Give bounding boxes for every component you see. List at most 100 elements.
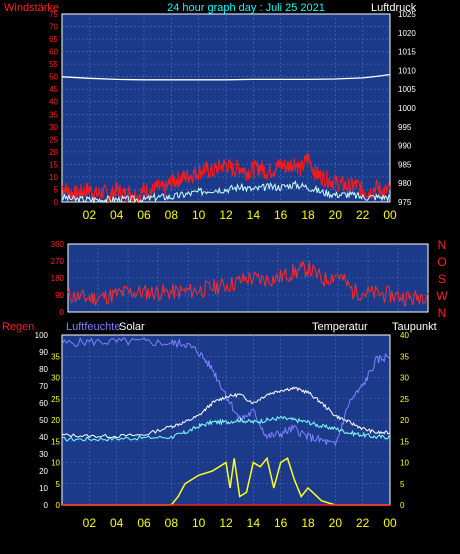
temp-y-tick-label: 20 <box>400 416 409 425</box>
pressure-y-tick-label: 1010 <box>398 66 416 75</box>
panel1-x-tick-label: 14 <box>247 208 261 222</box>
wind-y-tick-label: 0 <box>54 198 59 207</box>
direction-compass-label: N <box>438 238 447 252</box>
direction-compass-label: W <box>436 289 448 303</box>
luftfeuchte-label: Luftfeuchte <box>66 321 120 333</box>
panel1-x-tick-label: 08 <box>165 208 179 222</box>
panel1-x-tick-label: 10 <box>192 208 206 222</box>
regen-label: Regen <box>2 321 34 333</box>
regen-y-tick-label: 10 <box>39 484 48 493</box>
regen-y-tick-label: 80 <box>39 365 48 374</box>
pressure-y-tick-label: 1005 <box>398 85 416 94</box>
pressure-y-tick-label: 1025 <box>398 10 416 19</box>
temp-y-tick-label: 40 <box>400 331 409 340</box>
feuchte-y-tick-label: 30 <box>51 374 60 383</box>
luftdruck-label: Luftdruck <box>371 2 417 14</box>
temp-y-tick-label: 35 <box>400 352 409 361</box>
temp-y-tick-label: 5 <box>400 480 405 489</box>
pressure-y-tick-label: 975 <box>398 198 412 207</box>
wind-y-tick-label: 15 <box>49 160 58 169</box>
panel1-x-tick-label: 20 <box>329 208 343 222</box>
regen-y-tick-label: 50 <box>39 416 48 425</box>
wind-pressure-panel: 0510152025303540455055606570759759809859… <box>49 10 416 222</box>
pressure-y-tick-label: 980 <box>398 179 412 188</box>
panel1-x-tick-label: 16 <box>274 208 288 222</box>
feuchte-y-tick-label: 15 <box>51 437 60 446</box>
panel3-x-tick-label: 14 <box>247 516 261 530</box>
panel3-x-tick-label: 12 <box>219 516 233 530</box>
wind-y-tick-label: 60 <box>49 48 58 57</box>
panel3-x-tick-label: 04 <box>110 516 124 530</box>
direction-y-tick-label: 180 <box>51 274 65 283</box>
wind-y-tick-label: 30 <box>49 123 58 132</box>
pressure-y-tick-label: 1000 <box>398 104 416 113</box>
feuchte-y-tick-label: 35 <box>51 352 60 361</box>
regen-y-tick-label: 90 <box>39 348 48 357</box>
regen-y-tick-label: 30 <box>39 450 48 459</box>
pressure-line <box>61 73 391 81</box>
climate-panel: 0102030405060708090100051015202530350510… <box>35 331 410 530</box>
panel1-x-tick-label: 12 <box>219 208 233 222</box>
wind-y-tick-label: 65 <box>49 35 58 44</box>
solar-label: Solar <box>119 321 145 333</box>
direction-y-tick-label: 360 <box>51 240 65 249</box>
pressure-y-tick-label: 1015 <box>398 48 416 57</box>
panel3-x-tick-label: 10 <box>192 516 206 530</box>
temp-y-tick-label: 15 <box>400 437 409 446</box>
wind-y-tick-label: 70 <box>49 23 58 32</box>
temp-y-tick-label: 30 <box>400 374 409 383</box>
dewpoint-line <box>61 415 391 442</box>
regen-y-tick-label: 0 <box>44 501 49 510</box>
wind-y-tick-label: 75 <box>49 10 58 19</box>
direction-y-tick-label: 0 <box>60 308 65 317</box>
temp-y-tick-label: 0 <box>400 501 405 510</box>
pressure-y-tick-label: 985 <box>398 160 412 169</box>
pressure-y-tick-label: 990 <box>398 142 412 151</box>
taupunkt-label: Taupunkt <box>392 321 437 333</box>
feuchte-y-tick-label: 0 <box>56 501 61 510</box>
wind-y-tick-label: 25 <box>49 135 58 144</box>
wind-y-tick-label: 55 <box>49 60 58 69</box>
direction-y-tick-label: 90 <box>55 291 64 300</box>
pressure-y-tick-label: 995 <box>398 123 412 132</box>
regen-y-tick-label: 20 <box>39 467 48 476</box>
direction-compass-label: N <box>438 306 447 320</box>
page-title: 24 hour graph day : Juli 25 2021 <box>167 2 325 14</box>
panel3-x-tick-label: 02 <box>83 516 97 530</box>
windstaerke-label: Windstärke <box>4 2 59 14</box>
wind-direction-line <box>67 259 429 307</box>
feuchte-y-tick-label: 5 <box>56 480 61 489</box>
temperature-line <box>61 386 391 439</box>
feuchte-y-tick-label: 25 <box>51 395 60 404</box>
direction-compass-label: S <box>438 272 446 286</box>
panel1-x-tick-label: 04 <box>110 208 124 222</box>
pressure-y-tick-label: 1020 <box>398 29 416 38</box>
wind-speed-line <box>61 152 391 203</box>
panel1-x-tick-label: 22 <box>356 208 370 222</box>
wind-y-tick-label: 35 <box>49 110 58 119</box>
panel3-x-tick-label: 16 <box>274 516 288 530</box>
panel3-x-tick-label: 06 <box>137 516 151 530</box>
wind-y-tick-label: 45 <box>49 85 58 94</box>
gust-line <box>61 179 391 204</box>
panel3-x-tick-label: 08 <box>165 516 179 530</box>
panel1-x-tick-label: 06 <box>137 208 151 222</box>
direction-compass-label: O <box>437 255 446 269</box>
solar-line <box>62 456 390 506</box>
wind-y-tick-label: 5 <box>54 185 59 194</box>
wind-y-tick-label: 20 <box>49 148 58 157</box>
wind-y-tick-label: 50 <box>49 73 58 82</box>
regen-y-tick-label: 70 <box>39 382 48 391</box>
panel1-x-tick-label: 18 <box>301 208 315 222</box>
wind-y-tick-label: 10 <box>49 173 58 182</box>
panel3-x-tick-label: 00 <box>383 516 397 530</box>
temperatur-label: Temperatur <box>312 321 368 333</box>
regen-y-tick-label: 40 <box>39 433 48 442</box>
panel3-x-tick-label: 20 <box>329 516 343 530</box>
feuchte-y-tick-label: 20 <box>51 416 60 425</box>
wind-y-tick-label: 40 <box>49 98 58 107</box>
regen-y-tick-label: 100 <box>35 331 49 340</box>
